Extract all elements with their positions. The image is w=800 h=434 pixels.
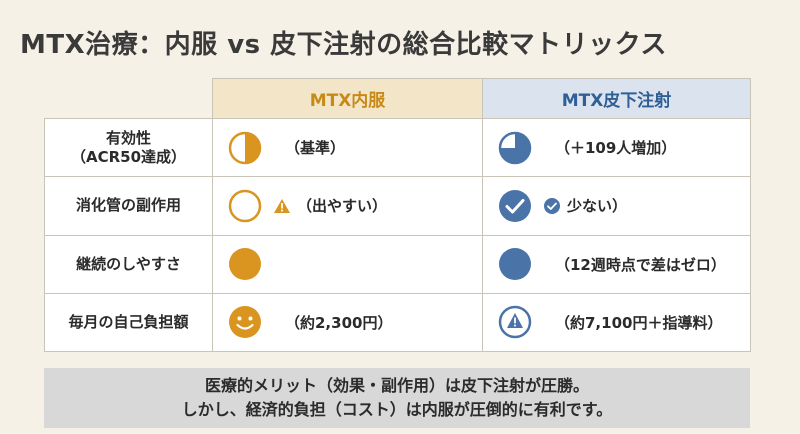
summary-line-2: しかし、経済的負担（コスト）は内服が圧倒的に有利です。 [181,400,613,419]
oral-gi-cell: （出やすい） [212,176,483,236]
corner-cell [44,78,213,120]
check-circle-icon [497,188,533,224]
sc-gi-cell: 少ない） [482,176,751,236]
sc-gi-text: 少ない） [567,197,628,216]
full-circle-icon [497,246,533,282]
row-label-monthly-cost: 毎月の自己負担額 [44,292,213,353]
warning-circle-icon [497,304,533,340]
oral-gi-text: （出やすい） [297,197,388,216]
summary-box: 医療的メリット（効果・副作用）は皮下注射が圧勝。 しかし、経済的負担（コスト）は… [44,368,750,428]
half-circle-icon [227,130,263,166]
header-row: MTX内服 MTX皮下注射 [44,77,751,120]
sc-adherence-cell: （12週時点で差はゼロ） [482,234,751,294]
page-title: MTX治療：内服 vs 皮下注射の総合比較マトリックス [20,30,667,60]
oral-adherence-cell [212,234,483,294]
oral-cost-text: （約2,300円） [285,313,393,332]
oral-efficacy-text: （基準） [285,139,346,158]
row-label-gi-side-effects: 消化管の副作用 [44,176,213,236]
table-row: 有効性 （ACR50達成） （基準） [44,118,751,178]
summary-line-1: 医療的メリット（効果・副作用）は皮下注射が圧勝。 [204,376,589,395]
table-row: 継続のしやすさ （12週時点で差はゼロ） [44,234,751,294]
column-header-subcutaneous: MTX皮下注射 [482,77,751,120]
oral-efficacy-cell: （基準） [212,118,483,178]
sc-efficacy-text: （＋109人増加） [555,139,677,158]
table-row: 毎月の自己負担額 （約2,300円） [44,292,751,353]
empty-circle-icon [227,188,263,224]
column-header-oral: MTX内服 [212,77,483,120]
sc-cost-text: （約7,100円＋指導料） [555,313,723,332]
comparison-matrix: MTX内服 MTX皮下注射 有効性 （ACR50達成） （基準） [44,77,751,353]
sc-cost-cell: （約7,100円＋指導料） [482,292,751,353]
row-label-efficacy: 有効性 （ACR50達成） [44,118,213,178]
sc-efficacy-cell: （＋109人増加） [482,118,751,178]
sc-adherence-text: （12週時点で差はゼロ） [555,255,726,274]
warning-icon [273,198,291,214]
table-row: 消化管の副作用 （出やすい） [44,176,751,236]
full-circle-icon [227,246,263,282]
oral-cost-cell: （約2,300円） [212,292,483,353]
row-label-adherence: 継続のしやすさ [44,234,213,294]
smiley-icon [227,304,263,340]
small-check-icon [543,197,561,215]
quarter-pie-icon [497,130,533,166]
